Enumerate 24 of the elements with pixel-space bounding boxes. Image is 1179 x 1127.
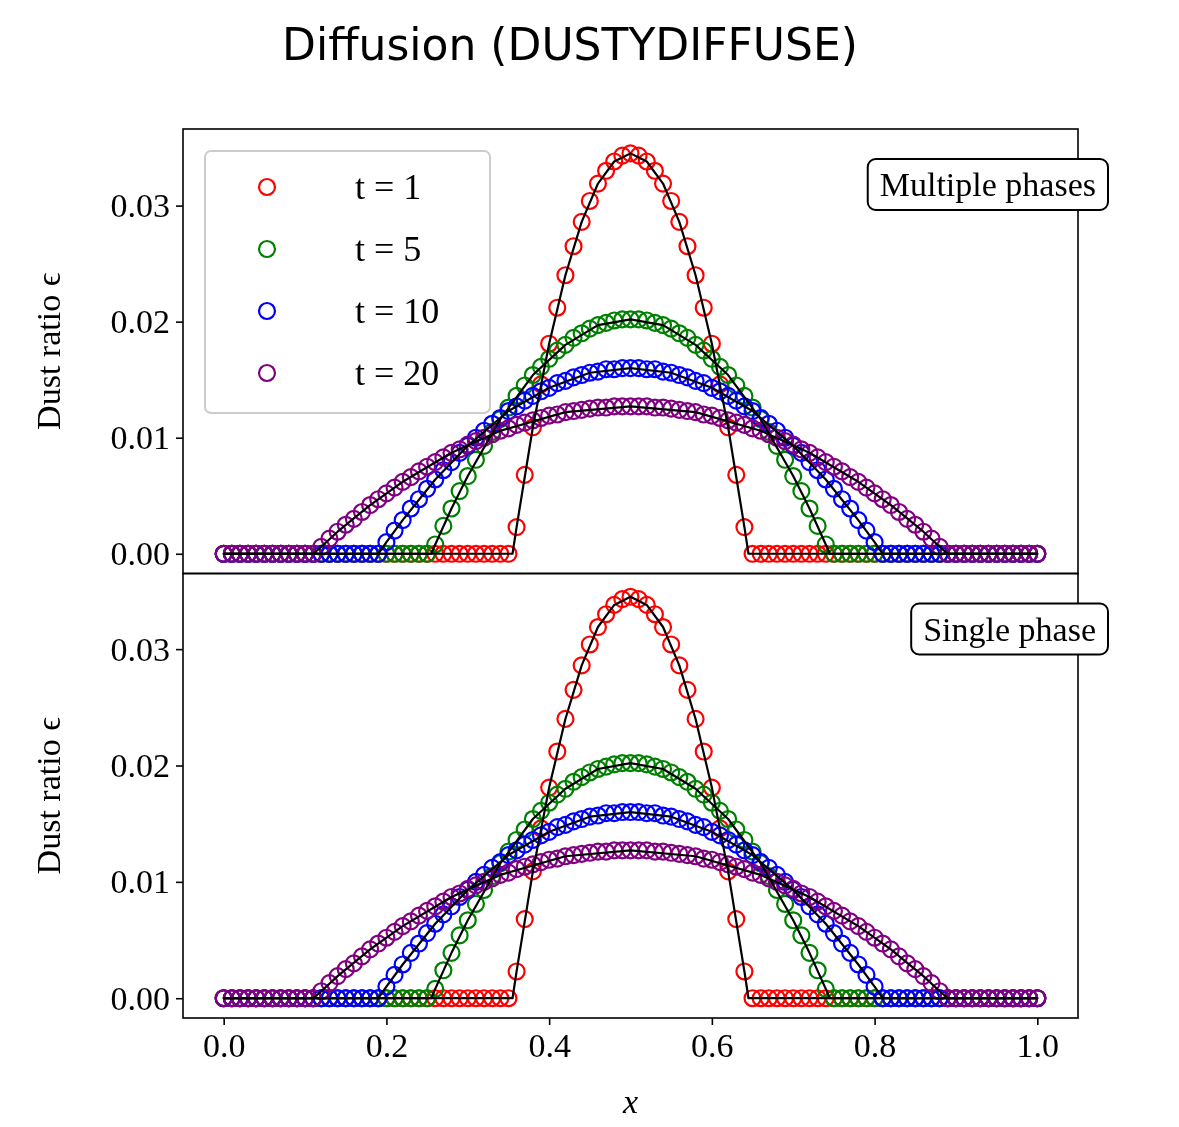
- legend-label: t = 1: [355, 167, 422, 207]
- x-tick-label: 0.4: [528, 1027, 571, 1065]
- legend-label: t = 10: [355, 291, 440, 331]
- chart-title: Diffusion (DUSTYDIFFUSE): [282, 19, 858, 70]
- x-tick-label: 0.6: [691, 1027, 734, 1065]
- x-tick-label: 0.2: [365, 1027, 409, 1065]
- annotation: Multiple phases: [879, 166, 1096, 203]
- y-tick-label: 0.03: [110, 630, 170, 668]
- y-tick-label: 0.03: [110, 186, 170, 224]
- y-tick-label: 0.00: [110, 979, 170, 1017]
- legend-label: t = 20: [355, 353, 440, 393]
- x-tick-label: 0.8: [853, 1027, 897, 1065]
- y-tick-label: 0.02: [110, 746, 170, 784]
- y-tick-label: 0.01: [110, 419, 170, 457]
- y-tick-label: 0.00: [110, 535, 170, 573]
- y-axis-title: Dust ratio ϵ: [30, 272, 67, 430]
- annotation: Single phase: [923, 610, 1096, 648]
- x-tick-label: 1.0: [1016, 1027, 1060, 1065]
- x-axis-title: x: [621, 1083, 639, 1120]
- legend-label: t = 5: [355, 229, 422, 269]
- x-tick-label: 0.0: [202, 1027, 246, 1065]
- y-tick-label: 0.02: [110, 303, 170, 341]
- y-tick-label: 0.01: [110, 863, 170, 901]
- y-axis-title: Dust ratio ϵ: [30, 716, 67, 875]
